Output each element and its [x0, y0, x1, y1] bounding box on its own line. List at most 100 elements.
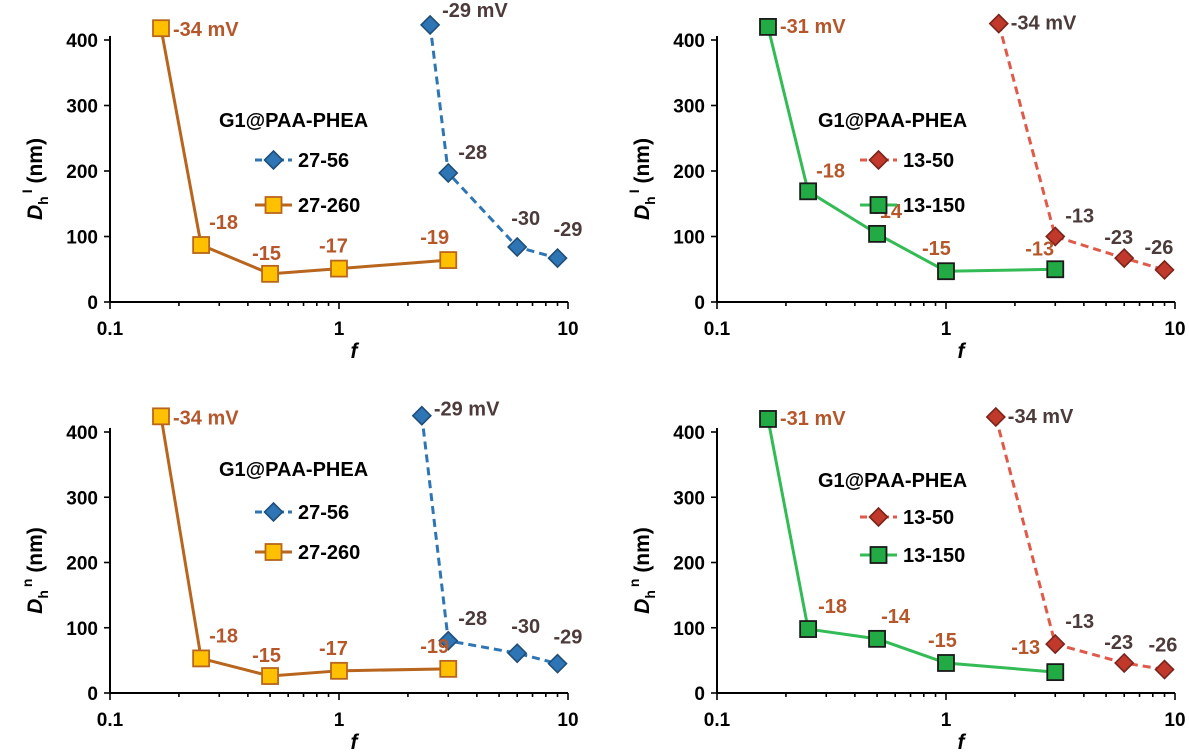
legend-title: G1@PAA-PHEA — [818, 110, 967, 132]
series-line — [428, 24, 558, 260]
data-point — [1046, 260, 1065, 279]
y-tick-label: 100 — [66, 619, 98, 640]
series-13-150: -31 mV-18-14-15-13 — [759, 408, 1065, 682]
x-tick-label: 1 — [941, 319, 952, 340]
data-point — [1046, 663, 1065, 682]
data-point — [1154, 259, 1175, 281]
legend-entry-label: 27-56 — [298, 502, 349, 524]
series-line — [420, 415, 558, 666]
y-tick-label: 0 — [87, 684, 98, 705]
data-label: -26 — [1149, 635, 1178, 657]
data-point — [439, 659, 458, 678]
x-tick-label: 10 — [557, 319, 578, 340]
x-tick-label: 10 — [1164, 710, 1185, 731]
data-label: -13 — [1025, 238, 1054, 260]
data-point — [507, 236, 528, 258]
x-axis-title: f — [351, 731, 360, 753]
data-point — [261, 667, 279, 685]
data-label: -18 — [818, 596, 847, 618]
data-point — [152, 407, 170, 426]
data-label: -29 — [554, 627, 583, 649]
data-label: -30 — [511, 616, 540, 638]
y-tick-label: 200 — [673, 554, 705, 575]
legend-entry-label: 27-260 — [298, 195, 360, 217]
legend-swatch-marker — [869, 546, 888, 564]
y-tick-label: 300 — [673, 488, 705, 509]
panel-top-right: 0 100 200 300 400 0.1 1 10 f DhI (nm) -34 mV -13 -23… — [626, 13, 1186, 363]
legend: G1@PAA-PHEA 27-56 27-260 — [219, 459, 368, 564]
y-tick-label: 0 — [694, 293, 705, 314]
legend-swatch-marker — [868, 149, 889, 171]
panel-bottom-left: 0 100 200 300 400 0.1 1 10 f Dhn (nm) -29 mV -28 -30… — [19, 399, 582, 753]
data-label: -31 mV — [780, 408, 846, 430]
y-tick-label: 100 — [66, 228, 98, 249]
x-axis-title: f — [351, 340, 360, 363]
data-label: -23 — [1104, 632, 1133, 654]
series-27-56: -29 mV -28 -30 -29 — [411, 399, 583, 674]
x-tick-label: 0.1 — [704, 710, 731, 731]
data-label: -30 — [511, 208, 540, 230]
data-point — [192, 236, 211, 254]
data-label: -34 mV — [1008, 406, 1074, 428]
y-tick-label: 400 — [673, 423, 705, 444]
data-label: -15 — [252, 645, 281, 667]
x-axis-title: f — [958, 731, 967, 753]
data-label: -28 — [458, 608, 487, 630]
data-label: -17 — [319, 236, 348, 258]
series-line — [997, 23, 1165, 272]
data-point — [988, 13, 1009, 34]
y-tick-label: 100 — [673, 619, 705, 640]
legend-entry-label: 13-150 — [903, 545, 965, 567]
x-tick-label: 1 — [941, 710, 952, 731]
panel-bottom-right: 0 100 200 300 400 0.1 1 10 f Dhn (nm) -34 mV -13 -23… — [626, 406, 1186, 753]
y-axis-title: DhI (nm) — [626, 138, 658, 220]
data-label: -29 mV — [442, 0, 508, 22]
legend: G1@PAA-PHEA 13-50 13-150 — [818, 470, 967, 567]
legend-swatch-marker — [264, 196, 283, 214]
y-tick-label: 200 — [673, 162, 705, 183]
data-label: -14 — [881, 606, 911, 628]
data-label: -18 — [209, 212, 238, 234]
x-tick-label: 10 — [1164, 319, 1185, 340]
y-tick-label: 300 — [673, 97, 705, 118]
data-point — [411, 405, 432, 426]
data-point — [438, 630, 459, 651]
data-point — [937, 654, 955, 672]
y-tick-label: 0 — [694, 684, 705, 705]
data-label: -18 — [816, 160, 845, 182]
data-point — [1114, 652, 1135, 674]
x-tick-label: 0.1 — [704, 319, 731, 340]
data-label: -29 — [554, 219, 583, 241]
legend-title: G1@PAA-PHEA — [219, 459, 368, 481]
data-label: -34 mV — [173, 407, 239, 429]
data-label: -13 — [1065, 611, 1094, 633]
data-label: -31 mV — [780, 16, 846, 38]
data-point — [439, 251, 458, 269]
data-point — [759, 17, 777, 36]
x-tick-label: 10 — [557, 710, 578, 731]
data-point — [985, 406, 1006, 428]
data-label: -34 mV — [173, 19, 239, 41]
data-point — [152, 19, 170, 38]
data-label: -28 — [458, 142, 487, 164]
data-label: -13 — [1065, 206, 1094, 228]
series-27-260: -34 mV -18 -15 -17 -19 — [152, 19, 458, 283]
data-label: -17 — [319, 638, 348, 660]
y-axis-title: DhI (nm) — [19, 138, 51, 220]
data-point — [330, 661, 348, 680]
data-point — [868, 224, 886, 243]
data-label: -18 — [209, 625, 238, 647]
y-tick-label: 300 — [66, 97, 98, 118]
data-point — [261, 264, 279, 283]
series-13-150: -31 mV-18-14-15-13 — [759, 16, 1065, 281]
x-tick-label: 1 — [334, 710, 345, 731]
series-13-50: -34 mV -13 -23 -26 — [985, 406, 1178, 680]
x-axis-title: f — [958, 340, 967, 363]
data-label: -15 — [252, 243, 281, 265]
y-tick-label: 200 — [66, 162, 98, 183]
x-tick-label: 0.1 — [97, 710, 124, 731]
series-27-260: -34 mV -18 -15 -17 -19 — [152, 407, 458, 685]
y-tick-label: 200 — [66, 554, 98, 575]
x-tick-label: 0.1 — [97, 319, 124, 340]
y-tick-label: 400 — [673, 31, 705, 52]
